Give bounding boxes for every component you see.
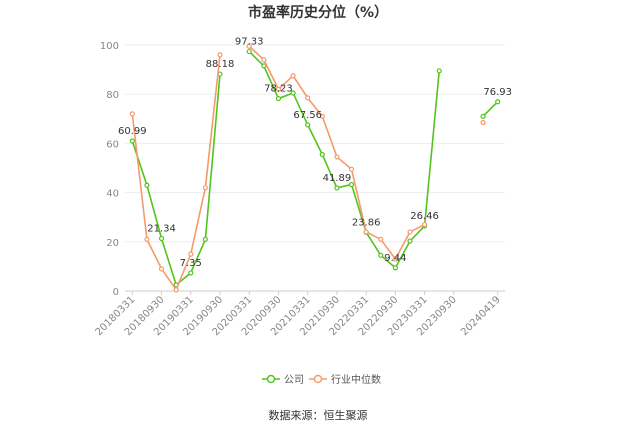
data-point — [188, 251, 194, 257]
data-label: 41.89 — [323, 173, 352, 184]
data-point — [261, 57, 267, 63]
data-point — [378, 236, 384, 242]
data-point — [217, 52, 223, 58]
data-label: 26.46 — [410, 211, 439, 222]
data-label: 78.23 — [264, 84, 293, 95]
data-point — [129, 111, 135, 117]
data-point — [407, 229, 413, 235]
data-point — [261, 63, 267, 69]
series-line-industry-median — [248, 45, 425, 261]
data-point — [246, 43, 252, 49]
data-point — [158, 266, 165, 272]
data-point — [319, 151, 325, 158]
data-point — [290, 90, 296, 96]
data-source: 数据来源：恒生聚源 — [269, 408, 368, 422]
y-tick-label: 80 — [106, 90, 119, 101]
data-label: 60.99 — [118, 126, 147, 137]
data-point — [202, 236, 208, 242]
series-line-company — [248, 50, 441, 270]
data-point — [275, 95, 282, 102]
data-point — [407, 238, 413, 244]
series-line-company — [482, 101, 499, 117]
y-tick-label: 40 — [106, 189, 119, 200]
data-label: 88.18 — [206, 59, 235, 70]
chart-title: 市盈率历史分位（%） — [248, 4, 388, 21]
data-point — [173, 287, 179, 293]
data-label: 9.44 — [384, 253, 406, 264]
y-tick-label: 60 — [106, 139, 119, 150]
series-lines — [129, 43, 501, 293]
y-tick-label: 0 — [113, 287, 119, 298]
y-tick-label: 100 — [100, 41, 119, 52]
data-point — [275, 86, 282, 92]
data-point — [290, 73, 296, 79]
data-point — [422, 221, 428, 228]
data-label: 21.34 — [147, 224, 176, 235]
data-label: 23.86 — [352, 217, 381, 228]
data-point — [480, 113, 486, 119]
data-point — [144, 182, 150, 188]
data-point — [319, 113, 325, 119]
data-label: 67.56 — [293, 110, 322, 121]
grid-lines — [125, 44, 505, 292]
data-label: 97.33 — [235, 37, 264, 48]
legend-swatch-marker[interactable] — [313, 374, 323, 384]
data-label: 7.35 — [180, 258, 202, 269]
legend-label[interactable]: 行业中位数 — [331, 373, 381, 386]
data-point — [246, 48, 252, 55]
data-point — [334, 185, 340, 191]
data-point — [144, 236, 150, 242]
data-point — [305, 122, 311, 128]
data-point — [363, 229, 369, 235]
series-line-industry-median — [131, 54, 221, 292]
data-point — [188, 270, 194, 276]
data-point — [334, 154, 340, 160]
legend-label[interactable]: 公司 — [284, 375, 304, 386]
data-point — [158, 235, 165, 242]
data-point — [392, 265, 398, 271]
y-tick-label: 20 — [106, 238, 119, 249]
data-point — [202, 185, 208, 191]
legend-swatch-marker[interactable] — [266, 374, 276, 384]
axes: 0204060801002018033120180930201903312019… — [94, 41, 503, 338]
data-point — [129, 138, 135, 144]
data-point — [348, 181, 355, 188]
data-point — [305, 95, 311, 101]
data-label: 76.93 — [483, 87, 512, 98]
data-point — [436, 68, 442, 74]
data-point — [348, 166, 355, 172]
data-point — [378, 252, 384, 258]
data-point — [495, 99, 501, 105]
data-point — [480, 119, 486, 126]
data-point — [392, 256, 398, 262]
legend[interactable]: 公司 行业中位数 — [262, 373, 381, 386]
x-tick-label: 20240419 — [459, 294, 503, 338]
